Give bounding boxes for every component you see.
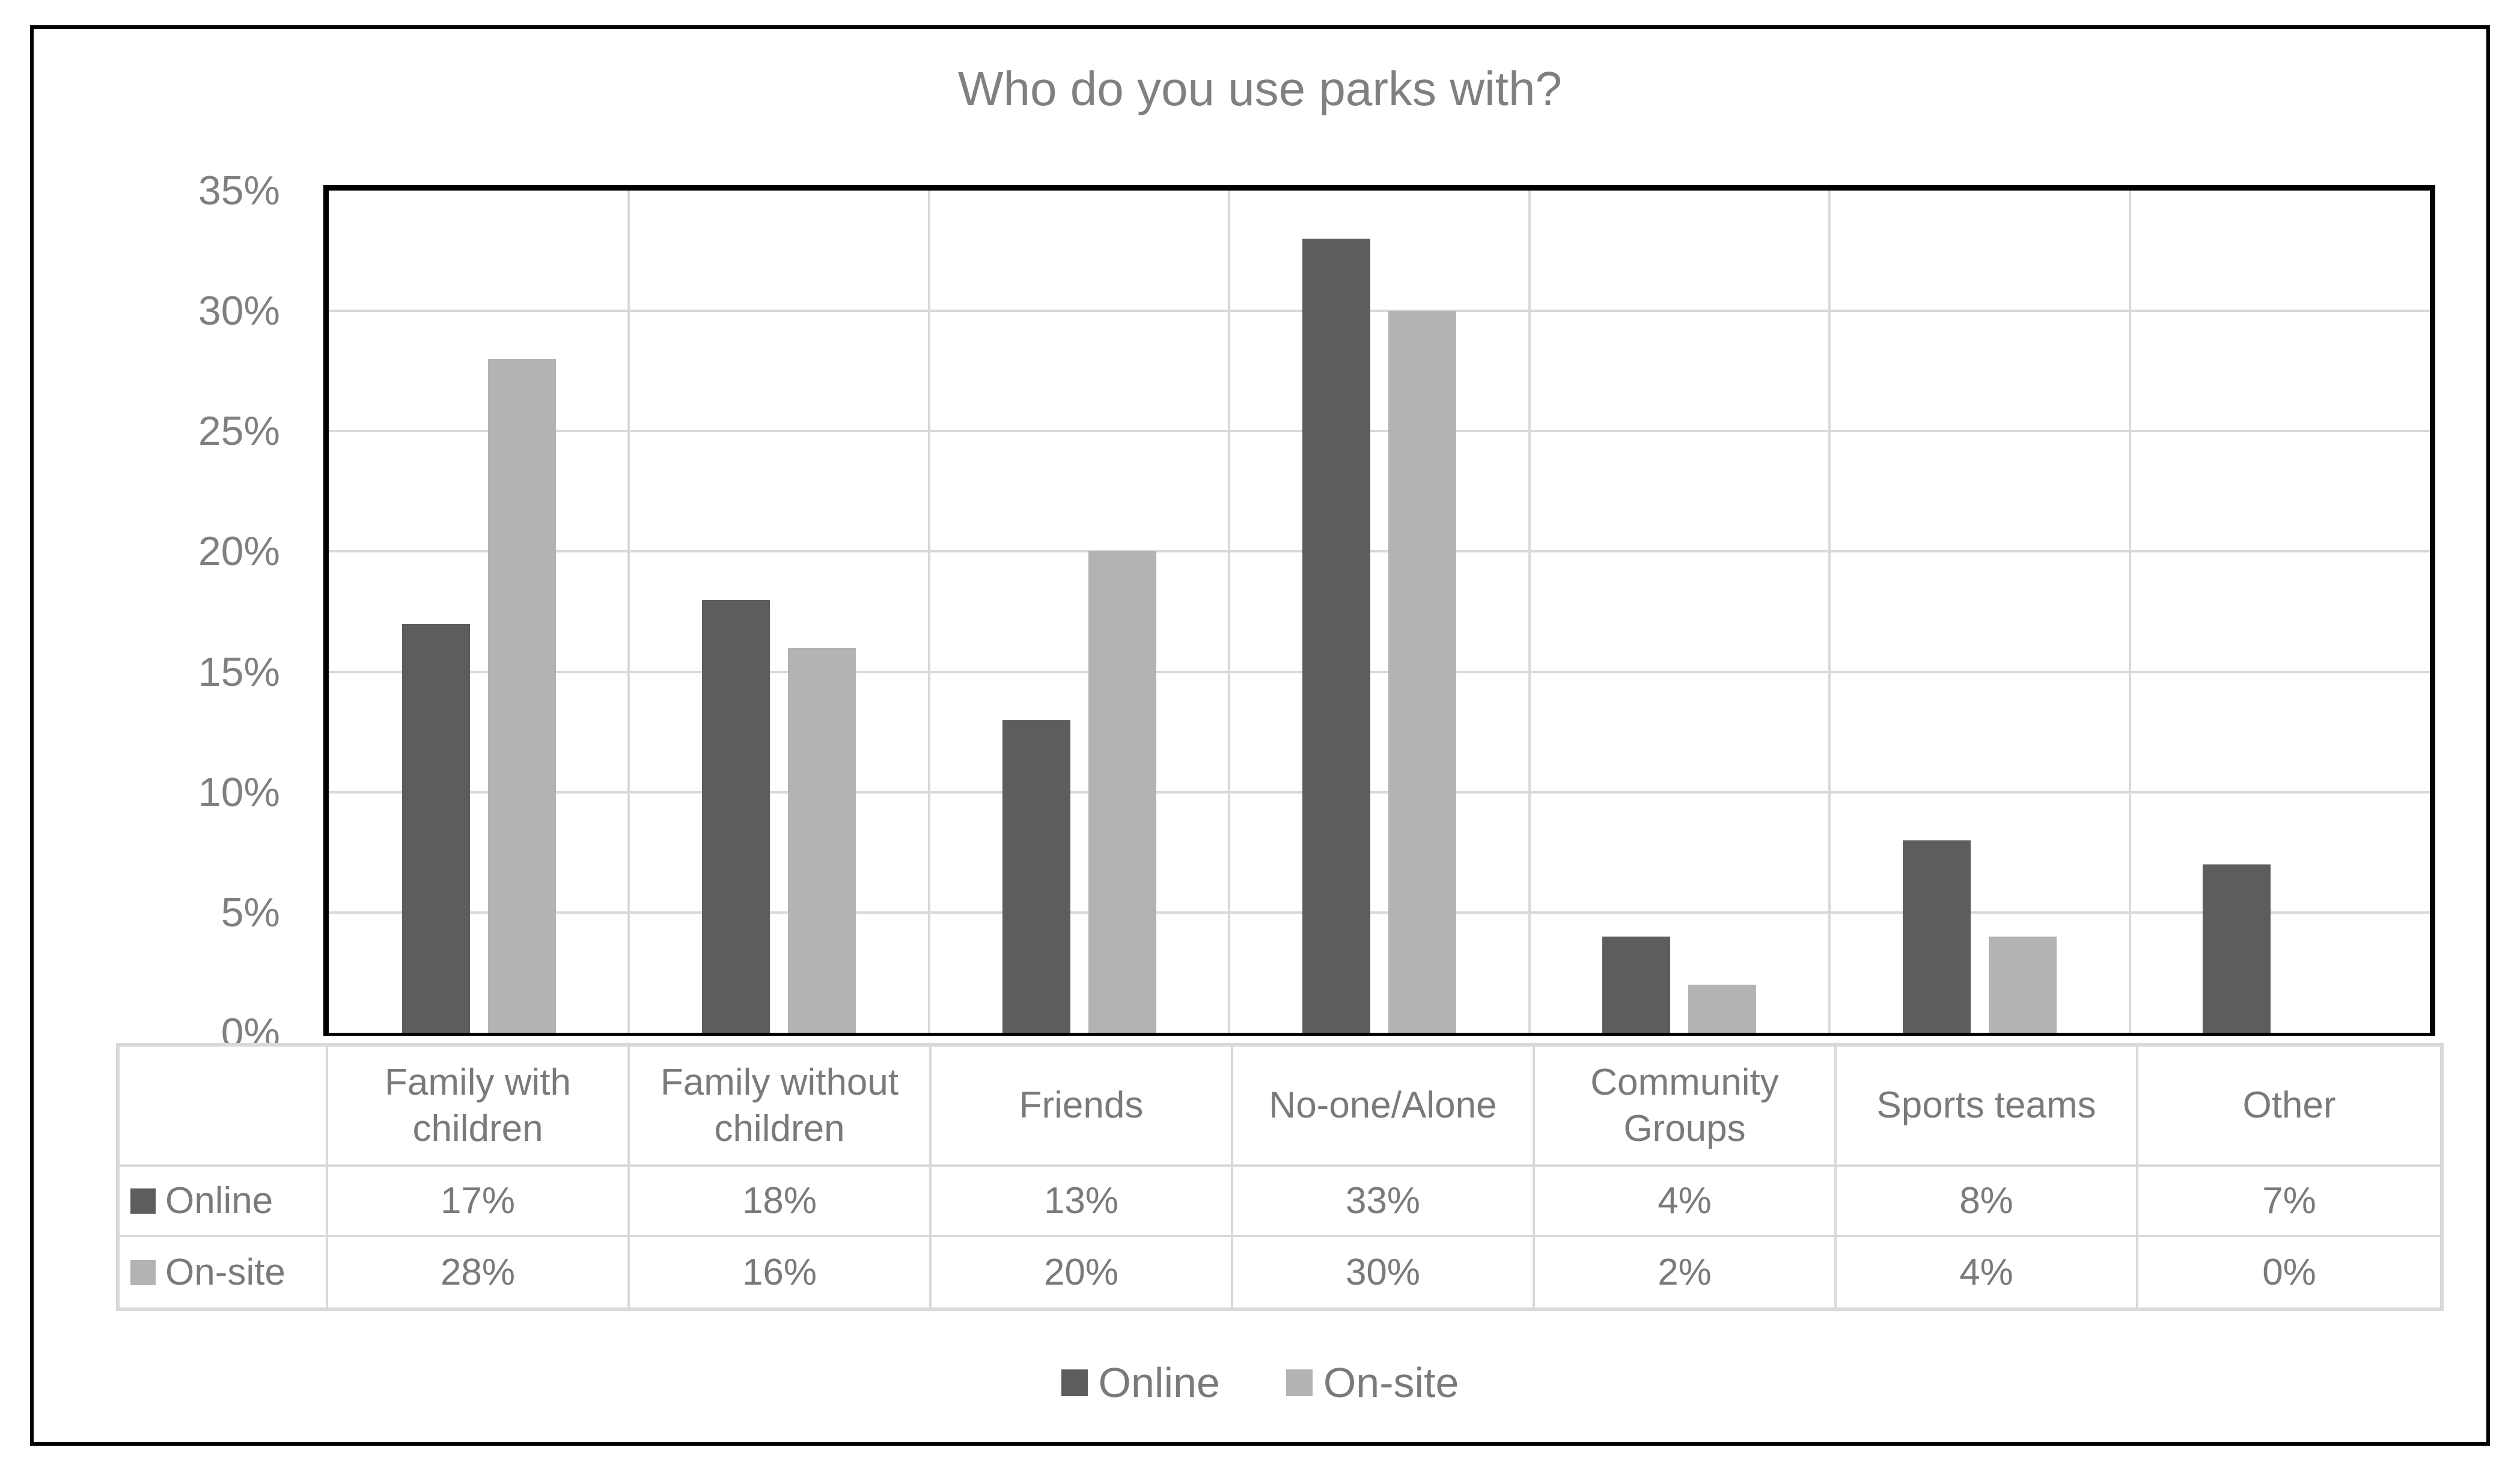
table-value-cell: 33% xyxy=(1233,1167,1535,1237)
vertical-gridline xyxy=(927,191,930,1033)
y-axis-label-15pct: 15% xyxy=(198,649,280,695)
horizontal-gridline xyxy=(329,550,2430,553)
table-value-cell: 28% xyxy=(328,1237,630,1307)
vertical-gridline xyxy=(627,191,630,1033)
data-table: Family with children Family without child… xyxy=(116,1043,2444,1311)
vertical-gridline xyxy=(1528,191,1531,1033)
bar-online-7 xyxy=(2203,864,2271,1033)
vertical-gridline xyxy=(1828,191,1831,1033)
horizontal-gridline xyxy=(329,911,2430,914)
table-series-key: Online xyxy=(120,1167,328,1237)
table-value-cell: 20% xyxy=(932,1237,1233,1307)
table-corner-cell xyxy=(120,1047,328,1167)
table-category-header: No-one/Alone xyxy=(1233,1047,1535,1167)
y-axis: 35% 30% 25% 20% 15% 10% 5% 0% xyxy=(124,168,280,1056)
table-value-cell: 17% xyxy=(328,1167,630,1237)
chart-legend: Online On-site xyxy=(34,1359,2486,1407)
legend-item-onsite: On-site xyxy=(1286,1359,1459,1407)
series-key-label: On-site xyxy=(165,1251,285,1293)
y-axis-label-35pct: 35% xyxy=(198,168,280,213)
table-category-header: Other xyxy=(2138,1047,2440,1167)
table-value-cell: 0% xyxy=(2262,1251,2316,1293)
table-category-header: Community Groups xyxy=(1535,1047,1837,1167)
bar-on-site-3 xyxy=(1088,551,1156,1033)
series-key-label: Online xyxy=(165,1179,273,1222)
horizontal-gridline xyxy=(329,430,2430,433)
series-key-swatch xyxy=(130,1188,156,1214)
table-category-header: Family without children xyxy=(630,1047,932,1167)
legend-label-onsite: On-site xyxy=(1323,1359,1459,1406)
y-axis-label-20pct: 20% xyxy=(198,528,280,575)
horizontal-gridline xyxy=(329,310,2430,313)
plot-inner xyxy=(329,191,2430,1033)
table-value-cell: 16% xyxy=(630,1237,932,1307)
table-value-cell: 4% xyxy=(1535,1167,1837,1237)
legend-label-online: Online xyxy=(1098,1359,1220,1406)
table-value-cell: 2% xyxy=(1535,1237,1837,1307)
y-axis-label-30pct: 30% xyxy=(198,288,280,334)
table-value-cell: 30% xyxy=(1233,1237,1535,1307)
bar-online-2 xyxy=(702,599,770,1033)
table-value-cell: 13% xyxy=(932,1167,1233,1237)
y-axis-label-5pct: 5% xyxy=(221,889,280,935)
table-value-cell: 7% xyxy=(2138,1167,2440,1237)
table-category-header: Sports teams xyxy=(1837,1047,2138,1167)
bar-online-6 xyxy=(1902,840,1971,1033)
chart-title: Who do you use parks with? xyxy=(958,62,1562,115)
bar-on-site-2 xyxy=(788,647,856,1033)
bar-on-site-1 xyxy=(487,359,556,1033)
vertical-gridline xyxy=(1228,191,1231,1033)
bar-on-site-6 xyxy=(1988,936,2057,1033)
table-value-cell: 18% xyxy=(630,1167,932,1237)
table-category-header: Friends xyxy=(932,1047,1233,1167)
bar-online-4 xyxy=(1302,239,1370,1033)
table-value-cell: 8% xyxy=(1837,1167,2138,1237)
table-category-header: Family with children xyxy=(328,1047,630,1167)
plot-area xyxy=(323,185,2435,1036)
legend-swatch-onsite xyxy=(1286,1369,1313,1396)
bar-online-3 xyxy=(1002,720,1070,1033)
chart-outer-border: Who do you use parks with? 35% 30% 25% 20% 1… xyxy=(30,25,2490,1446)
horizontal-gridline xyxy=(329,670,2430,673)
y-axis-label-25pct: 25% xyxy=(198,408,280,454)
bar-on-site-4 xyxy=(1388,311,1456,1033)
vertical-gridline xyxy=(2128,191,2131,1033)
bar-on-site-5 xyxy=(1688,984,1757,1033)
table-value-cell: 4% xyxy=(1837,1237,2138,1307)
table-series-key: On-site xyxy=(120,1237,328,1307)
horizontal-gridline xyxy=(329,791,2430,794)
series-key-swatch xyxy=(130,1259,156,1285)
bar-online-1 xyxy=(401,623,470,1033)
legend-swatch-online xyxy=(1061,1369,1088,1396)
y-axis-label-10pct: 10% xyxy=(198,769,280,815)
bar-online-5 xyxy=(1602,936,1671,1033)
legend-item-online: Online xyxy=(1061,1359,1220,1407)
